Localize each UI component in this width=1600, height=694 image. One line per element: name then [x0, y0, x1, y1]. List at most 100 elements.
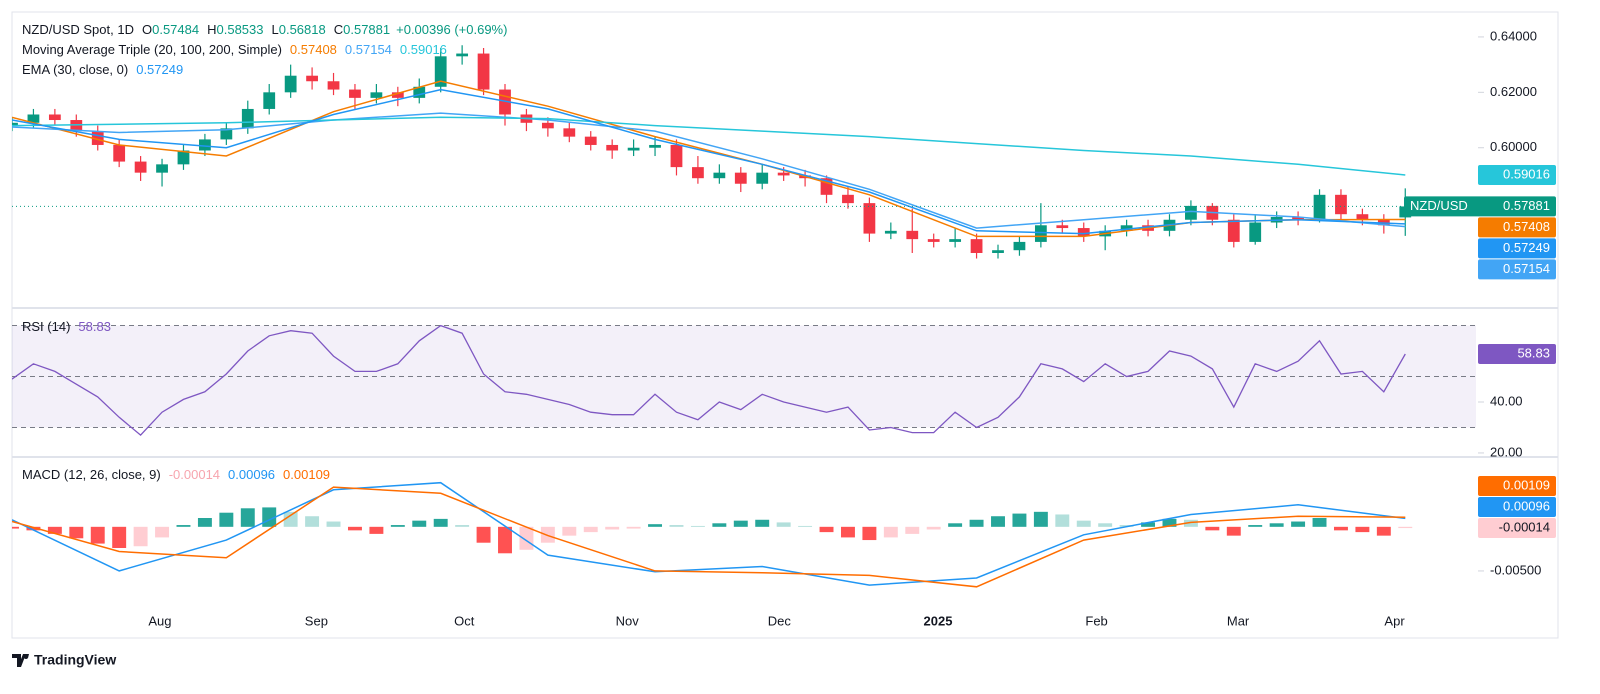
moving-average-line [12, 116, 1406, 176]
histogram-bar [1162, 518, 1177, 527]
candle-body [884, 230, 897, 234]
pane-2 [12, 481, 1413, 588]
y-tick-label: 20.00 [1490, 444, 1523, 459]
pane-0 [12, 45, 1412, 259]
candle-body [1335, 194, 1347, 215]
moving-average-line [12, 112, 1406, 229]
candle-body [1185, 205, 1197, 220]
legend-line: NZD/USD Spot, 1D O0.57484 H0.58533 L0.56818… [22, 22, 507, 37]
histogram-bar [755, 519, 770, 527]
histogram-bar [12, 526, 19, 529]
ohlc-letter: H [207, 22, 216, 37]
study-name: MACD (12, 26, close, 9) [22, 467, 161, 482]
candle-body [992, 250, 1004, 253]
x-tick-label: Oct [454, 613, 475, 628]
candle-body [306, 75, 318, 82]
histogram-bar [1333, 526, 1348, 531]
candle-body [820, 178, 833, 195]
study-name: EMA (30, close, 0) [22, 62, 128, 77]
legend-line: EMA (30, close, 0) 0.57249 [22, 62, 183, 77]
ohlc-value: 0.57881 [343, 22, 390, 37]
candle-body [434, 56, 447, 87]
histogram-bar [476, 526, 491, 543]
price-label-box [1478, 476, 1556, 497]
x-tick-label: Aug [148, 613, 171, 628]
price-label: 0.57154 [1503, 261, 1550, 276]
histogram-bar [47, 526, 62, 534]
price-label-box [1478, 518, 1556, 539]
histogram-bar [605, 526, 620, 530]
histogram-bar [347, 526, 362, 531]
histogram-bar [776, 522, 791, 527]
change: +0.00396 (+0.69%) [396, 22, 507, 37]
study-name: Moving Average Triple (20, 100, 200, Sim… [22, 42, 282, 57]
candle-body [499, 89, 511, 115]
candle-body [48, 114, 61, 121]
histogram-bar [819, 526, 834, 533]
candle-body [456, 53, 469, 57]
x-tick-label: Apr [1384, 613, 1405, 628]
macd-line [12, 481, 1406, 586]
x-tick-label: Mar [1227, 613, 1250, 628]
ohlc-letter: L [272, 22, 279, 37]
candle-body [134, 161, 147, 173]
histogram-bar [969, 519, 984, 527]
histogram-bar [991, 516, 1005, 527]
signal-line [12, 486, 1406, 588]
histogram-bar [840, 526, 855, 538]
x-tick-label: Feb [1085, 613, 1107, 628]
histogram-bar [155, 526, 170, 538]
price-label: 0.57249 [1503, 240, 1550, 255]
candle-body [1013, 241, 1026, 251]
candle-body [627, 147, 640, 151]
histogram-bar [626, 526, 641, 529]
price-label: 0.57881 [1503, 198, 1550, 213]
study-value: 0.00109 [283, 467, 330, 482]
histogram-bar [905, 526, 920, 534]
histogram-bar [219, 512, 234, 527]
study-name: RSI (14) [22, 319, 70, 334]
candle-body [156, 164, 168, 173]
candle-body [1120, 225, 1133, 231]
candle-body [756, 172, 769, 184]
ohlc-value: 0.56818 [279, 22, 326, 37]
histogram-bar [455, 525, 470, 527]
brand-name: TradingView [34, 652, 116, 668]
x-tick-label: 2025 [924, 613, 953, 628]
candle-body [777, 172, 790, 176]
price-label: 0.57408 [1503, 219, 1550, 234]
price-label-box [1478, 259, 1556, 280]
price-label: 0.00096 [1503, 498, 1550, 513]
histogram-bar [1312, 518, 1327, 527]
y-tick-label: 0.60000 [1490, 139, 1537, 154]
y-tick-label: -0.00500 [1490, 562, 1541, 577]
frame [11, 11, 1559, 639]
histogram-bar [326, 521, 341, 527]
histogram-bar [733, 520, 748, 527]
histogram-bar [1183, 519, 1198, 527]
y-tick-label: 40.00 [1490, 393, 1523, 408]
candle-body [349, 89, 361, 98]
legend-line: RSI (14) 58.83 [22, 319, 111, 334]
candle-body [220, 128, 233, 140]
price-label-box [1478, 238, 1556, 259]
histogram-bar [90, 526, 105, 544]
candle-body [1313, 194, 1326, 220]
histogram-bar [112, 526, 127, 548]
candle-body [1249, 222, 1262, 242]
histogram-bar [519, 526, 534, 550]
candle-body [477, 53, 490, 90]
study-value: 0.00096 [228, 467, 275, 482]
x-tick-label: Sep [305, 613, 328, 628]
candle-body [606, 144, 619, 151]
price-label-box [1478, 217, 1556, 238]
y-tick-label: 0.62000 [1490, 84, 1537, 99]
histogram-bar [798, 525, 813, 527]
moving-average-line [12, 88, 1406, 235]
histogram-bar [369, 526, 384, 534]
symbol-title: NZD/USD Spot, 1D [22, 22, 134, 37]
candle-body [584, 136, 597, 145]
candle-body [927, 239, 940, 242]
histogram-bar [1376, 526, 1391, 536]
